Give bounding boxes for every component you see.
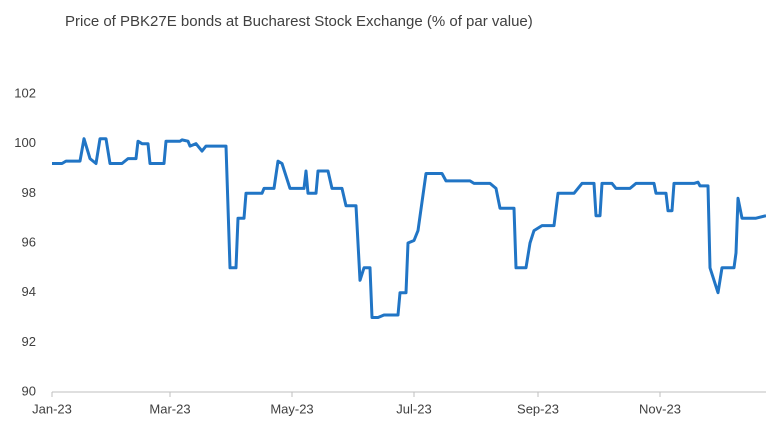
x-tick-label: Jul-23 — [396, 401, 431, 416]
x-tick-label: Jan-23 — [32, 401, 72, 416]
y-tick-label: 90 — [22, 383, 36, 398]
chart-title: Price of PBK27E bonds at Bucharest Stock… — [65, 13, 533, 30]
x-tick-label: May-23 — [270, 401, 313, 416]
x-tick-label: Nov-23 — [639, 401, 681, 416]
x-tick-label: Sep-23 — [517, 401, 559, 416]
y-tick-label: 92 — [22, 334, 36, 349]
y-tick-label: 96 — [22, 234, 36, 249]
y-tick-label: 102 — [14, 85, 36, 100]
y-tick-label: 98 — [22, 185, 36, 200]
line-series — [52, 137, 766, 319]
y-tick-label: 100 — [14, 135, 36, 150]
x-tick-label: Mar-23 — [149, 401, 190, 416]
y-tick-label: 94 — [22, 284, 36, 299]
